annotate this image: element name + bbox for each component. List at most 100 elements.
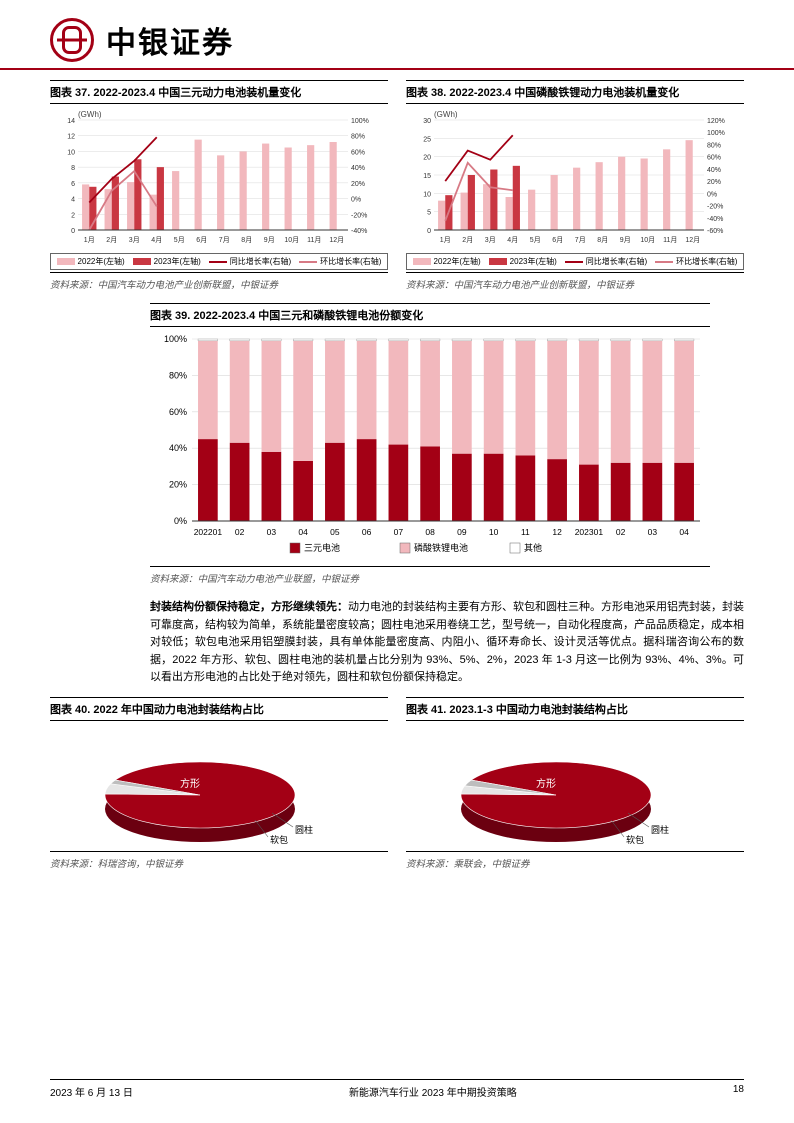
svg-text:0%: 0% xyxy=(174,516,187,526)
svg-text:方形: 方形 xyxy=(536,777,556,790)
svg-text:-60%: -60% xyxy=(707,228,723,235)
svg-text:0: 0 xyxy=(71,228,75,235)
svg-text:25: 25 xyxy=(423,136,431,143)
svg-text:4月: 4月 xyxy=(151,236,162,244)
chart38-panel: 图表 38. 2022-2023.4 中国磷酸铁锂动力电池装机量变化 (GWh)… xyxy=(406,80,744,299)
svg-text:120%: 120% xyxy=(707,118,725,125)
svg-text:202201: 202201 xyxy=(194,527,223,537)
chart37-legend: 2022年(左轴)2023年(左轴)同比增长率(右轴)环比增长率(右轴) xyxy=(50,253,388,270)
svg-text:2月: 2月 xyxy=(106,236,117,244)
svg-text:8: 8 xyxy=(71,165,75,172)
svg-text:4月: 4月 xyxy=(507,236,518,244)
logo-icon xyxy=(50,18,94,62)
svg-text:100%: 100% xyxy=(351,118,369,125)
svg-text:磷酸铁锂电池: 磷酸铁锂电池 xyxy=(414,542,468,553)
chart41-svg: 方形软包圆柱 xyxy=(406,725,736,855)
svg-text:30: 30 xyxy=(423,118,431,125)
svg-text:60%: 60% xyxy=(169,407,187,417)
svg-text:0%: 0% xyxy=(351,197,361,204)
svg-text:6: 6 xyxy=(71,181,75,188)
svg-text:2月: 2月 xyxy=(462,236,473,244)
chart37-source: 资料来源：中国汽车动力电池产业创新联盟，中银证券 xyxy=(50,272,388,299)
svg-text:11月: 11月 xyxy=(663,236,677,244)
svg-text:60%: 60% xyxy=(351,149,365,156)
svg-text:12月: 12月 xyxy=(329,236,344,244)
svg-text:软包: 软包 xyxy=(270,834,288,845)
svg-text:12月: 12月 xyxy=(685,236,700,244)
svg-text:(GWh): (GWh) xyxy=(78,110,102,119)
svg-text:6月: 6月 xyxy=(196,236,207,244)
svg-text:20%: 20% xyxy=(351,181,365,188)
svg-text:(GWh): (GWh) xyxy=(434,110,458,119)
svg-text:圆柱: 圆柱 xyxy=(651,824,669,835)
svg-text:7月: 7月 xyxy=(219,236,230,244)
chart39-svg: 0%20%40%60%80%100%2022010203040506070809… xyxy=(150,331,710,561)
svg-text:10月: 10月 xyxy=(640,236,655,244)
svg-text:09: 09 xyxy=(457,527,467,537)
svg-text:11: 11 xyxy=(521,527,530,537)
chart40-title: 图表 40. 2022 年中国动力电池封装结构占比 xyxy=(50,697,388,721)
svg-text:40%: 40% xyxy=(707,167,721,174)
chart39-panel: 图表 39. 2022-2023.4 中国三元和磷酸铁锂电池份额变化 0% 20%… xyxy=(150,303,710,593)
svg-text:5月: 5月 xyxy=(174,236,185,244)
svg-text:20: 20 xyxy=(423,155,431,162)
svg-text:8月: 8月 xyxy=(241,236,252,244)
svg-text:40%: 40% xyxy=(169,443,187,453)
svg-text:02: 02 xyxy=(616,527,626,537)
svg-text:11月: 11月 xyxy=(307,236,321,244)
svg-text:0: 0 xyxy=(427,228,431,235)
svg-text:10: 10 xyxy=(489,527,499,537)
chart38-legend: 2022年(左轴)2023年(左轴)同比增长率(右轴)环比增长率(右轴) xyxy=(406,253,744,270)
brand-name: 中银证券 xyxy=(106,18,234,62)
svg-text:其他: 其他 xyxy=(524,542,542,553)
svg-text:9月: 9月 xyxy=(264,236,275,244)
svg-text:07: 07 xyxy=(394,527,404,537)
svg-text:4: 4 xyxy=(71,197,75,204)
svg-text:软包: 软包 xyxy=(626,834,644,845)
svg-text:40%: 40% xyxy=(351,165,365,172)
svg-text:03: 03 xyxy=(648,527,658,537)
svg-text:2: 2 xyxy=(71,212,75,219)
page-footer: 2023 年 6 月 13 日 新能源汽车行业 2023 年中期投资策略 18 xyxy=(50,1079,744,1099)
chart40-svg: 方形软包圆柱 xyxy=(50,725,380,855)
chart38-svg: (GWh)051015202530-60%-40%-20%0%20%40%60%… xyxy=(406,108,736,248)
footer-title: 新能源汽车行业 2023 年中期投资策略 xyxy=(349,1084,517,1099)
chart40-source: 资料来源：科瑞咨询，中银证券 xyxy=(50,851,388,878)
footer-date: 2023 年 6 月 13 日 xyxy=(50,1084,133,1099)
svg-text:5月: 5月 xyxy=(530,236,541,244)
svg-text:-40%: -40% xyxy=(351,228,367,235)
svg-text:10: 10 xyxy=(67,149,75,156)
chart39-title: 图表 39. 2022-2023.4 中国三元和磷酸铁锂电池份额变化 xyxy=(150,303,710,327)
svg-text:60%: 60% xyxy=(707,155,721,162)
svg-text:-40%: -40% xyxy=(707,216,723,223)
chart37-svg: (GWh)02468101214-40%-20%0%20%40%60%80%10… xyxy=(50,108,380,248)
svg-text:-20%: -20% xyxy=(351,212,367,219)
svg-text:03: 03 xyxy=(267,527,277,537)
svg-text:9月: 9月 xyxy=(620,236,631,244)
svg-text:6月: 6月 xyxy=(552,236,563,244)
svg-text:04: 04 xyxy=(679,527,689,537)
svg-text:圆柱: 圆柱 xyxy=(295,824,313,835)
svg-text:15: 15 xyxy=(423,173,431,180)
svg-text:02: 02 xyxy=(235,527,245,537)
svg-text:1月: 1月 xyxy=(84,236,95,244)
chart38-title: 图表 38. 2022-2023.4 中国磷酸铁锂动力电池装机量变化 xyxy=(406,80,744,104)
svg-text:20%: 20% xyxy=(707,179,721,186)
svg-text:80%: 80% xyxy=(351,134,365,141)
page-body: 图表 37. 2022-2023.4 中国三元动力电池装机量变化 (GWh)02… xyxy=(0,70,794,878)
page-header: 中银证券 xyxy=(0,0,794,70)
footer-page: 18 xyxy=(733,1084,744,1099)
svg-text:0%: 0% xyxy=(707,191,717,198)
chart41-panel: 图表 41. 2023.1-3 中国动力电池封装结构占比 方形软包圆柱 资料来源… xyxy=(406,697,744,878)
svg-text:06: 06 xyxy=(362,527,372,537)
svg-text:12: 12 xyxy=(67,134,75,141)
svg-text:80%: 80% xyxy=(707,142,721,149)
svg-text:202301: 202301 xyxy=(575,527,604,537)
chart37-panel: 图表 37. 2022-2023.4 中国三元动力电池装机量变化 (GWh)02… xyxy=(50,80,388,299)
svg-text:20%: 20% xyxy=(169,480,187,490)
svg-text:3月: 3月 xyxy=(129,236,140,244)
svg-text:04: 04 xyxy=(298,527,308,537)
svg-text:10: 10 xyxy=(423,191,431,198)
svg-text:05: 05 xyxy=(330,527,340,537)
svg-text:10月: 10月 xyxy=(284,236,299,244)
